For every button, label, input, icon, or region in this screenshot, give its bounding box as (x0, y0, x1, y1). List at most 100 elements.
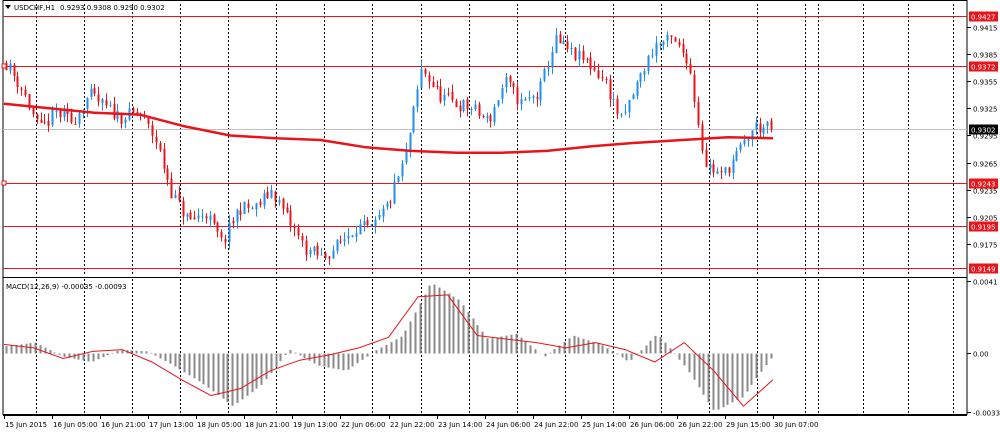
candle-body (382, 208, 385, 217)
candle-body (416, 89, 419, 108)
candle-body (632, 94, 635, 99)
candle-body (459, 105, 462, 112)
candle-body (578, 50, 581, 60)
candle-body (86, 97, 89, 110)
candle-body (493, 106, 496, 123)
candle-body (305, 240, 308, 255)
candle-body (355, 233, 358, 237)
ohlc-values-label: 0.9293 0.9308 0.9290 0.9302 (60, 4, 165, 12)
candle-body (328, 256, 331, 259)
candle-body (297, 228, 300, 236)
candle-body (159, 143, 162, 151)
candle-body (609, 79, 612, 100)
candle-body (70, 112, 73, 123)
candle-body (397, 176, 400, 182)
candle-body (147, 117, 150, 124)
candle-body (655, 43, 658, 56)
candle-body (574, 47, 577, 60)
candle-body (366, 220, 369, 226)
candle-body (313, 246, 316, 252)
candle-body (732, 159, 735, 174)
candle-body (124, 119, 127, 123)
level-price-label: 0.9149 (971, 266, 996, 274)
time-axis-label: 22 Jun 22:00 (390, 421, 434, 429)
time-axis-label: 26 Jun 06:00 (630, 421, 674, 429)
candle-body (586, 59, 589, 61)
candle-body (705, 149, 708, 167)
candle-body (282, 198, 285, 209)
candle-body (597, 70, 600, 79)
candle-body (601, 77, 604, 79)
candle-body (466, 99, 469, 110)
level-price-tag (969, 221, 998, 232)
candle-body (105, 100, 108, 106)
price-axis-label: 0.9205 (973, 215, 998, 223)
candle-body (36, 114, 39, 120)
candle-body (739, 144, 742, 150)
macd-axis-label: 0.00 (973, 351, 989, 359)
candle-body (455, 100, 458, 108)
macd-indicator-label: MACD(12,26,9) -0.00035 -0.00093 (6, 283, 127, 291)
candle-body (451, 91, 454, 100)
candle-body (55, 111, 58, 113)
candle-body (163, 148, 166, 169)
level-anchor-handle[interactable] (1, 63, 7, 69)
candle-body (193, 217, 196, 220)
time-axis-label: 23 Jun 14:00 (438, 421, 482, 429)
candle-body (620, 114, 623, 116)
candle-body (728, 167, 731, 173)
candle-body (424, 69, 427, 74)
candle-body (293, 226, 296, 229)
candle-body (393, 181, 396, 204)
candle-body (132, 108, 135, 113)
candle-body (205, 216, 208, 219)
candle-body (409, 132, 412, 152)
candle-body (178, 193, 181, 201)
candle-body (562, 41, 565, 44)
level-anchor-handle[interactable] (1, 180, 7, 186)
chart-frame (2, 0, 968, 415)
candle-body (59, 109, 62, 118)
candle-body (378, 214, 381, 219)
candle-body (405, 150, 408, 163)
level-price-label: 0.9195 (971, 224, 996, 232)
candle-body (689, 63, 692, 74)
candle-body (151, 124, 154, 136)
candle-body (685, 53, 688, 64)
candle-body (274, 191, 277, 201)
candle-body (509, 76, 512, 83)
candle-body (605, 78, 608, 80)
candle-body (666, 34, 669, 41)
candle-body (289, 210, 292, 226)
time-axis-label: 24 Jun 06:00 (486, 421, 530, 429)
candle-body (743, 139, 746, 144)
candle-body (170, 178, 173, 199)
candle-body (482, 115, 485, 117)
candle-body (747, 139, 750, 141)
candle-body (320, 254, 323, 256)
candle-body (693, 74, 696, 102)
candle-body (439, 86, 442, 102)
price-axis-label: 0.9265 (973, 161, 998, 169)
candle-body (636, 81, 639, 96)
candle-body (543, 68, 546, 81)
candle-body (213, 214, 216, 224)
candle-body (651, 55, 654, 57)
candle-body (20, 88, 23, 90)
candle-body (547, 67, 550, 70)
candle-body (266, 191, 269, 199)
triangle-down-icon[interactable] (5, 5, 11, 9)
candle-body (255, 203, 258, 210)
candle-body (339, 241, 342, 243)
candle-body (643, 71, 646, 75)
candle-body (566, 41, 569, 50)
macd-axis-label: 0.0041 (973, 279, 998, 287)
time-axis-label: 25 Jun 14:00 (582, 421, 626, 429)
price-axis-label: 0.9235 (973, 188, 998, 196)
candle-body (678, 42, 681, 46)
candle-body (216, 222, 219, 232)
candle-body (712, 164, 715, 173)
candle-body (443, 94, 446, 101)
